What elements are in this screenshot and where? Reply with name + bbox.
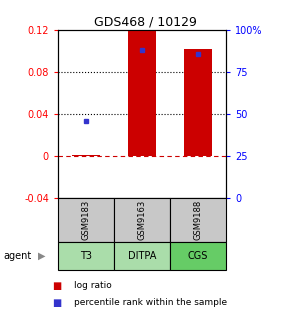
Text: T3: T3 [80,251,92,261]
Bar [114,242,170,270]
Text: GSM9188: GSM9188 [194,200,203,240]
Text: GDS468 / 10129: GDS468 / 10129 [94,15,196,28]
Text: ■: ■ [52,281,61,291]
Text: ■: ■ [52,298,61,308]
Text: DITPA: DITPA [128,251,156,261]
Text: agent: agent [3,251,31,261]
Text: ▶: ▶ [38,251,46,261]
Text: GSM9163: GSM9163 [137,200,147,240]
Text: GSM9183: GSM9183 [81,200,90,240]
Bar [58,242,114,270]
Bar [114,198,170,242]
Bar [72,155,100,156]
Bar [128,31,156,156]
Bar [58,198,114,242]
Bar [170,242,226,270]
Bar [184,49,212,156]
Bar [170,198,226,242]
Text: percentile rank within the sample: percentile rank within the sample [74,298,227,307]
Text: log ratio: log ratio [74,281,112,290]
Text: CGS: CGS [188,251,208,261]
